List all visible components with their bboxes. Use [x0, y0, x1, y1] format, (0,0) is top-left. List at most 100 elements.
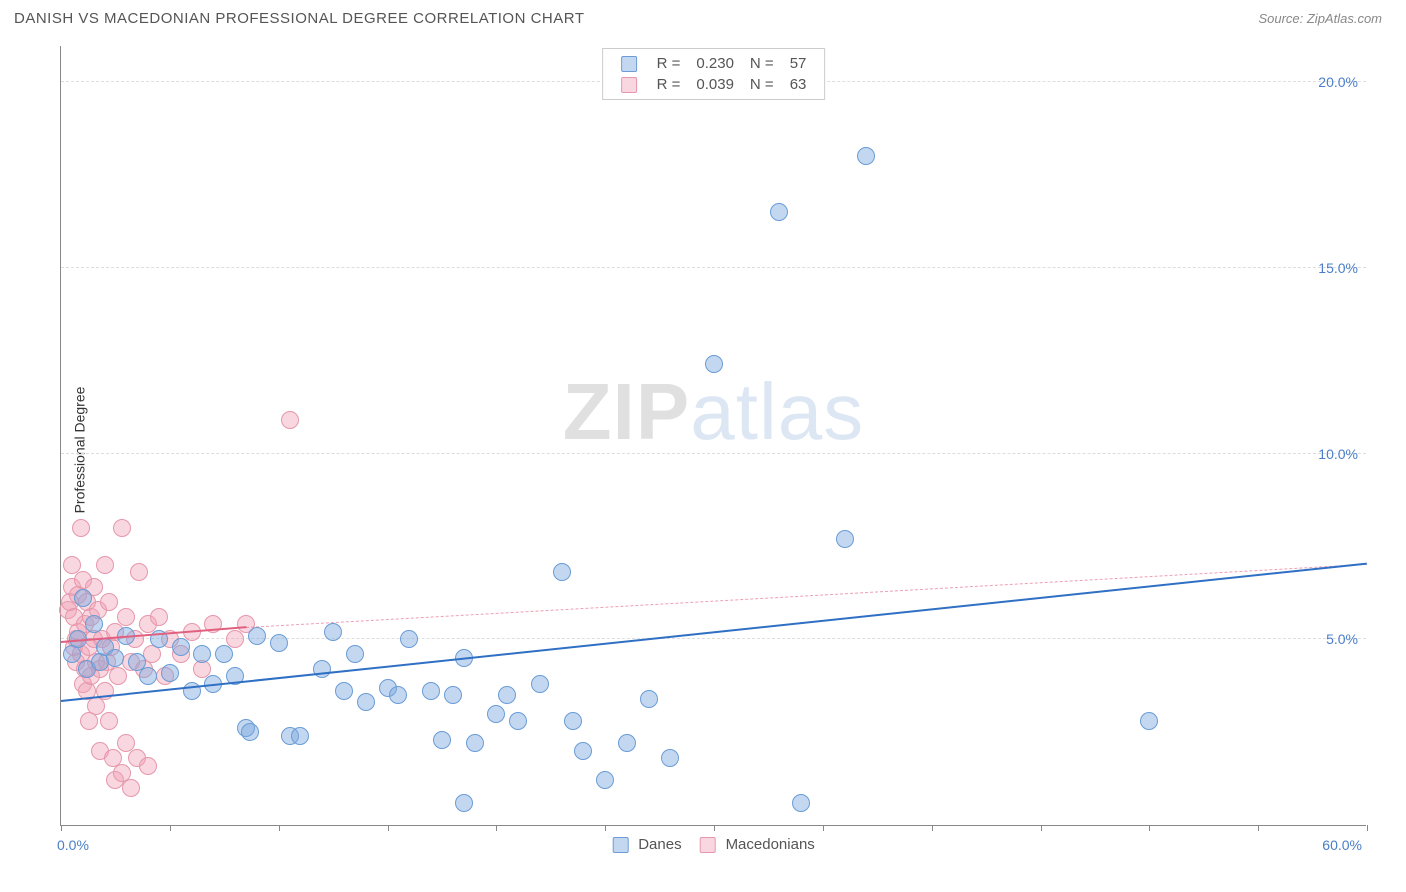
legend-item: Macedonians: [700, 836, 815, 853]
data-point: [291, 727, 309, 745]
legend-top: R =0.230N =57R =0.039N =63: [602, 48, 826, 100]
gridline: [61, 267, 1366, 268]
x-tick: [932, 825, 933, 831]
data-point: [618, 734, 636, 752]
x-tick: [1367, 825, 1368, 831]
data-point: [792, 794, 810, 812]
legend-r-label: R =: [649, 53, 689, 74]
legend-n-value: 63: [782, 74, 815, 95]
x-tick: [605, 825, 606, 831]
data-point: [139, 757, 157, 775]
data-point: [433, 731, 451, 749]
x-tick: [1041, 825, 1042, 831]
legend-r-value: 0.039: [688, 74, 742, 95]
watermark: ZIPatlas: [563, 366, 864, 458]
source-attribution: Source: ZipAtlas.com: [1258, 11, 1382, 26]
data-point: [100, 712, 118, 730]
data-point: [857, 147, 875, 165]
data-point: [100, 593, 118, 611]
legend-label: Danes: [638, 836, 681, 853]
legend-swatch: [621, 77, 637, 93]
data-point: [193, 645, 211, 663]
data-point: [74, 589, 92, 607]
data-point: [596, 771, 614, 789]
chart-title: DANISH VS MACEDONIAN PROFESSIONAL DEGREE…: [14, 10, 584, 27]
x-tick: [496, 825, 497, 831]
x-tick-label: 60.0%: [1322, 837, 1362, 853]
data-point: [574, 742, 592, 760]
data-point: [109, 667, 127, 685]
legend-bottom: Danes Macedonians: [612, 836, 815, 853]
legend-r-value: 0.230: [688, 53, 742, 74]
data-point: [122, 779, 140, 797]
legend-row: R =0.230N =57: [613, 53, 815, 74]
data-point: [313, 660, 331, 678]
data-point: [85, 615, 103, 633]
data-point: [172, 638, 190, 656]
legend-swatch: [621, 56, 637, 72]
legend-row: R =0.039N =63: [613, 74, 815, 95]
data-point: [215, 645, 233, 663]
data-point: [161, 664, 179, 682]
legend-swatch: [700, 837, 716, 853]
data-point: [130, 563, 148, 581]
y-tick-label: 20.0%: [1318, 74, 1358, 90]
y-tick-label: 10.0%: [1318, 446, 1358, 462]
trend-line: [246, 564, 1367, 628]
data-point: [389, 686, 407, 704]
legend-label: Macedonians: [726, 836, 815, 853]
legend-n-label: N =: [742, 74, 782, 95]
data-point: [444, 686, 462, 704]
data-point: [1140, 712, 1158, 730]
data-point: [150, 608, 168, 626]
x-tick: [714, 825, 715, 831]
data-point: [346, 645, 364, 663]
data-point: [248, 627, 266, 645]
data-point: [466, 734, 484, 752]
data-point: [553, 563, 571, 581]
x-tick: [61, 825, 62, 831]
legend-r-label: R =: [649, 74, 689, 95]
data-point: [113, 519, 131, 537]
legend-n-label: N =: [742, 53, 782, 74]
plot-area: ZIPatlas R =0.230N =57R =0.039N =63 Dane…: [60, 46, 1366, 826]
gridline: [61, 453, 1366, 454]
data-point: [106, 649, 124, 667]
legend-n-value: 57: [782, 53, 815, 74]
data-point: [357, 693, 375, 711]
data-point: [72, 519, 90, 537]
data-point: [281, 411, 299, 429]
x-tick: [279, 825, 280, 831]
data-point: [270, 634, 288, 652]
data-point: [498, 686, 516, 704]
x-tick: [170, 825, 171, 831]
data-point: [531, 675, 549, 693]
y-tick-label: 15.0%: [1318, 260, 1358, 276]
data-point: [705, 355, 723, 373]
data-point: [770, 203, 788, 221]
y-tick-label: 5.0%: [1326, 631, 1358, 647]
data-point: [117, 608, 135, 626]
data-point: [139, 667, 157, 685]
x-tick: [388, 825, 389, 831]
data-point: [564, 712, 582, 730]
legend-swatch: [612, 837, 628, 853]
data-point: [455, 794, 473, 812]
data-point: [509, 712, 527, 730]
data-point: [400, 630, 418, 648]
data-point: [96, 556, 114, 574]
x-tick: [1149, 825, 1150, 831]
x-tick: [1258, 825, 1259, 831]
data-point: [661, 749, 679, 767]
data-point: [487, 705, 505, 723]
data-point: [335, 682, 353, 700]
data-point: [836, 530, 854, 548]
x-tick: [823, 825, 824, 831]
data-point: [324, 623, 342, 641]
legend-item: Danes: [612, 836, 681, 853]
data-point: [640, 690, 658, 708]
chart-container: Professional Degree ZIPatlas R =0.230N =…: [26, 40, 1386, 860]
x-tick-label: 0.0%: [57, 837, 89, 853]
data-point: [241, 723, 259, 741]
data-point: [422, 682, 440, 700]
